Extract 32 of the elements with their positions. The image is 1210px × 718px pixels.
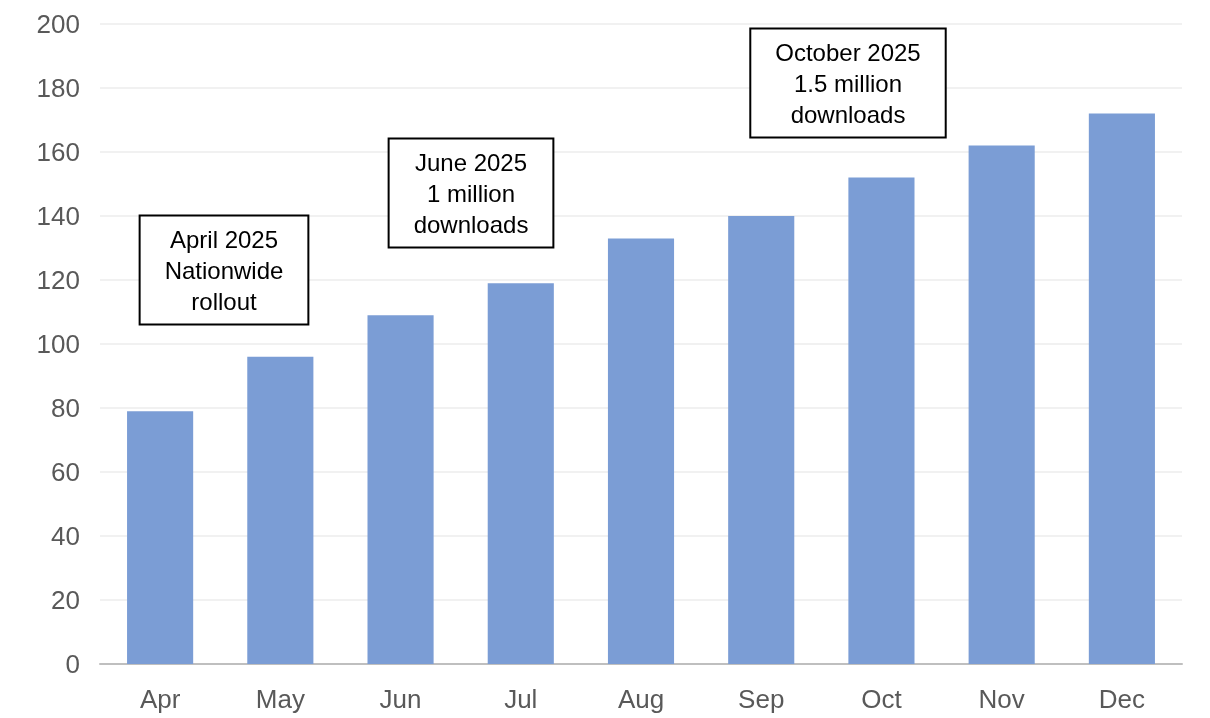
- bar: [728, 216, 795, 664]
- y-tick-label: 200: [36, 9, 80, 39]
- x-tick-label: Sep: [738, 684, 785, 714]
- annotation: April 2025 Nationwide rollout: [164, 225, 284, 315]
- bar: [968, 145, 1035, 664]
- x-tick-label: Dec: [1098, 684, 1146, 714]
- bar: [127, 411, 194, 664]
- y-tick-label: 120: [36, 265, 80, 295]
- bar: [247, 356, 314, 664]
- x-tick-label: Jul: [504, 684, 538, 714]
- y-tick-label: 0: [65, 649, 80, 679]
- y-tick-label: 40: [51, 521, 80, 551]
- x-tick-label: Jun: [379, 684, 422, 714]
- x-tick-label: Apr: [139, 684, 181, 714]
- x-tick-label: Oct: [861, 684, 903, 714]
- bar: [1088, 113, 1155, 664]
- y-tick-label: 60: [51, 457, 80, 487]
- x-tick-label: Aug: [617, 684, 665, 714]
- x-tick-label: Nov: [978, 684, 1025, 714]
- bar: [487, 283, 554, 664]
- y-tick-label: 140: [36, 201, 80, 231]
- annotation: October 2025 1.5 million downloads: [775, 38, 921, 128]
- bar: [367, 315, 434, 664]
- bar: [848, 177, 915, 664]
- y-tick-label: 80: [51, 393, 80, 423]
- bar: [607, 238, 675, 664]
- x-tick-label: May: [255, 684, 305, 714]
- annotation: June 2025 1 million downloads: [413, 148, 529, 238]
- y-tick-label: 100: [36, 329, 80, 359]
- y-tick-label: 160: [36, 137, 80, 167]
- y-tick-label: 180: [36, 73, 80, 103]
- y-tick-label: 20: [51, 585, 80, 615]
